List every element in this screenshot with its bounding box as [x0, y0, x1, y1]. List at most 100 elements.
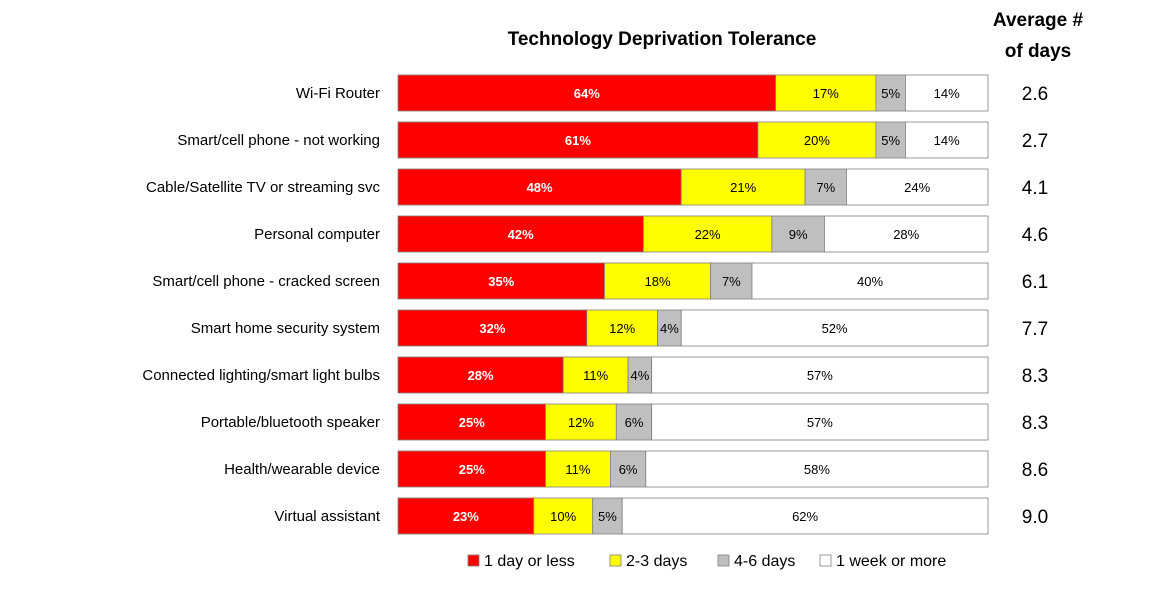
- bar-segment-2-3-days: [533, 497, 594, 535]
- category-label: Portable/bluetooth speaker: [201, 414, 380, 431]
- bar-segment-2-3-days: [562, 356, 629, 394]
- bar-segment-1-day-or-less: [397, 262, 605, 300]
- data-label: 4%: [660, 321, 679, 336]
- bar-segment-4-6-days: [610, 450, 647, 488]
- data-label: 52%: [822, 321, 848, 336]
- bar-segment-1-week-or-more: [824, 215, 989, 253]
- data-label: 58%: [804, 462, 830, 477]
- bar-segment-1-week-or-more: [846, 168, 989, 206]
- data-label: 57%: [807, 368, 833, 383]
- bar-row-smart-home-security-system: Smart home security system 32% 12% 4% 52% 7.7: [191, 309, 1048, 347]
- bar-segment-1-day-or-less: [397, 121, 759, 159]
- bar-segment-1-day-or-less: [397, 309, 588, 347]
- bar-segment-1-day-or-less: [397, 215, 644, 253]
- bar-row-portable-bluetooth-speaker: Portable/bluetooth speaker 25% 12% 6% 57% 8.3: [201, 403, 1048, 441]
- bar-row-cable-satellite-tv-or-streaming-svc: Cable/Satellite TV or streaming svc 48% 21…: [146, 168, 1048, 206]
- category-label: Smart home security system: [191, 320, 380, 337]
- legend-label: 1 week or more: [836, 553, 946, 570]
- data-label: 6%: [619, 462, 638, 477]
- category-label: Wi-Fi Router: [296, 85, 380, 102]
- average-days-value: 4.1: [1022, 178, 1048, 199]
- average-days-value: 6.1: [1022, 272, 1048, 293]
- data-label: 20%: [804, 133, 830, 148]
- data-label: 42%: [508, 227, 534, 242]
- legend-item-4-6-days: 4-6 days: [717, 553, 795, 570]
- legend-swatch: [717, 554, 730, 567]
- bar-row-wi-fi-router: Wi-Fi Router 64% 17% 5% 14% 2.6: [296, 74, 1048, 112]
- bar-segment-1-day-or-less: [397, 450, 546, 488]
- category-label: Virtual assistant: [274, 508, 380, 525]
- data-label: 21%: [730, 180, 756, 195]
- bar-segment-4-6-days: [592, 497, 623, 535]
- legend-item-1-day-or-less: 1 day or less: [467, 553, 575, 570]
- bar-row-smart-cell-phone-cracked-screen: Smart/cell phone - cracked screen 35% 18% 7…: [152, 262, 1048, 300]
- bar-row-personal-computer: Personal computer 42% 22% 9% 28% 4.6: [254, 215, 1048, 253]
- data-label: 18%: [645, 274, 671, 289]
- data-label: 64%: [574, 86, 600, 101]
- data-label: 7%: [816, 180, 835, 195]
- bar-segment-1-day-or-less: [397, 497, 535, 535]
- bar-segment-1-day-or-less: [397, 74, 777, 112]
- data-label: 40%: [857, 274, 883, 289]
- bar-segment-1-week-or-more: [905, 74, 989, 112]
- data-label: 11%: [565, 462, 590, 477]
- data-label: 7%: [722, 274, 741, 289]
- data-label: 22%: [695, 227, 721, 242]
- average-days-value: 7.7: [1022, 319, 1048, 340]
- data-label: 24%: [904, 180, 930, 195]
- data-label: 6%: [625, 415, 644, 430]
- bar-row-virtual-assistant: Virtual assistant 23% 10% 5% 62% 9.0: [274, 497, 1048, 535]
- category-label: Health/wearable device: [224, 461, 380, 478]
- average-days-value: 4.6: [1022, 225, 1048, 246]
- data-label: 5%: [881, 86, 900, 101]
- data-label: 23%: [453, 509, 479, 524]
- data-label: 14%: [934, 86, 960, 101]
- bar-segment-1-week-or-more: [905, 121, 989, 159]
- bar-segment-2-3-days: [775, 74, 877, 112]
- category-label: Smart/cell phone - cracked screen: [152, 273, 380, 290]
- average-days-header-line2: of days: [1005, 41, 1072, 62]
- bar-segment-4-6-days: [875, 74, 906, 112]
- average-days-value: 9.0: [1022, 507, 1048, 528]
- bar-segment-2-3-days: [642, 215, 773, 253]
- bar-segment-1-day-or-less: [397, 356, 564, 394]
- data-label: 10%: [550, 509, 576, 524]
- bar-rows: Wi-Fi Router 64% 17% 5% 14% 2.6 Smart/cell pho…: [142, 74, 1048, 535]
- bar-segment-1-week-or-more: [680, 309, 989, 347]
- average-days-value: 8.3: [1022, 413, 1048, 434]
- bar-segment-1-week-or-more: [621, 497, 989, 535]
- bar-segment-2-3-days: [680, 168, 806, 206]
- average-days-value: 2.6: [1022, 84, 1048, 105]
- bar-segment-4-6-days: [875, 121, 906, 159]
- data-label: 17%: [813, 86, 839, 101]
- legend-swatch: [609, 554, 622, 567]
- bar-segment-2-3-days: [604, 262, 712, 300]
- bar-segment-1-week-or-more: [651, 356, 989, 394]
- bar-row-smart-cell-phone-not-working: Smart/cell phone - not working 61% 20% 5% 14…: [177, 121, 1048, 159]
- data-label: 9%: [789, 227, 808, 242]
- average-days-value: 8.6: [1022, 460, 1048, 481]
- category-label: Connected lighting/smart light bulbs: [142, 367, 380, 384]
- chart-title: Technology Deprivation Tolerance: [508, 29, 817, 50]
- data-label: 48%: [527, 180, 553, 195]
- bar-segment-1-day-or-less: [397, 168, 682, 206]
- bar-segment-1-day-or-less: [397, 403, 546, 441]
- legend-label: 1 day or less: [484, 553, 575, 570]
- data-label: 32%: [479, 321, 505, 336]
- bar-segment-2-3-days: [586, 309, 658, 347]
- bar-row-health-wearable-device: Health/wearable device 25% 11% 6% 58% 8.6: [224, 450, 1048, 488]
- legend-swatch: [819, 554, 832, 567]
- data-label: 62%: [792, 509, 818, 524]
- legend-item-1-week-or-more: 1 week or more: [819, 553, 946, 570]
- category-label: Cable/Satellite TV or streaming svc: [146, 179, 380, 196]
- bar-segment-2-3-days: [757, 121, 877, 159]
- legend-swatch: [467, 554, 480, 567]
- data-label: 28%: [893, 227, 919, 242]
- category-label: Smart/cell phone - not working: [177, 132, 380, 149]
- bar-segment-4-6-days: [615, 403, 653, 441]
- data-label: 12%: [609, 321, 635, 336]
- bar-row-connected-lighting-smart-light-bulbs: Connected lighting/smart light bulbs 28% 1…: [142, 356, 1048, 394]
- average-days-value: 2.7: [1022, 131, 1048, 152]
- average-days-header-line1: Average #: [993, 10, 1084, 31]
